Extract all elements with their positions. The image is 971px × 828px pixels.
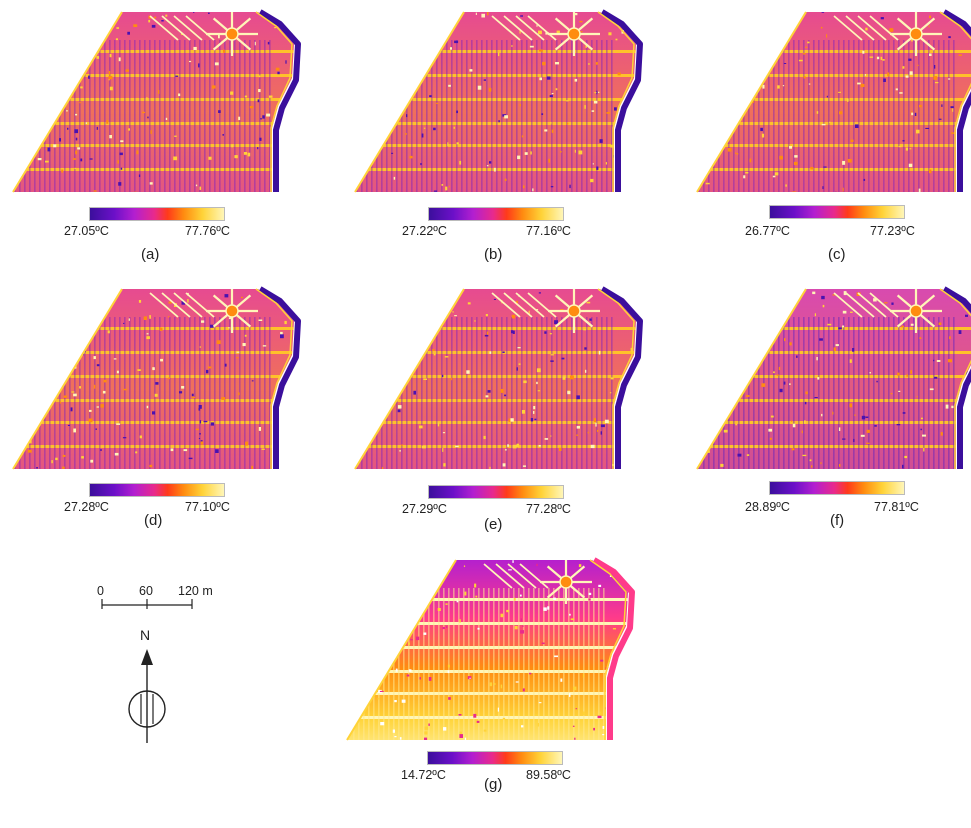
thermal-map-c — [694, 10, 971, 210]
colorbar-max-c: 77.23ºC — [870, 224, 915, 238]
colorbar-g — [427, 751, 563, 765]
panel-label-c: (c) — [828, 246, 846, 263]
thermal-map-g — [344, 558, 644, 758]
map-panel-a — [10, 10, 310, 280]
colorbar-min-e: 27.29ºC — [402, 502, 447, 516]
map-panel-b — [352, 10, 652, 280]
colorbar-max-f: 77.81ºC — [874, 500, 919, 514]
colorbar-min-c: 26.77ºC — [745, 224, 790, 238]
scale-tick-120: 120 m — [178, 584, 213, 598]
colorbar-min-f: 28.89ºC — [745, 500, 790, 514]
north-letter: N — [140, 627, 150, 643]
colorbar-f — [769, 481, 905, 495]
map-panel-c — [694, 10, 971, 280]
thermal-map-f — [694, 287, 971, 487]
colorbar-min-d: 27.28ºC — [64, 500, 109, 514]
colorbar-min-b: 27.22ºC — [402, 224, 447, 238]
colorbar-c — [769, 205, 905, 219]
colorbar-max-a: 77.76ºC — [185, 224, 230, 238]
panel-label-d: (d) — [144, 512, 162, 529]
thermal-map-b — [352, 10, 652, 210]
scale-tick-60: 60 — [139, 584, 153, 598]
colorbar-max-e: 77.28ºC — [526, 502, 571, 516]
panel-label-g: (g) — [484, 776, 502, 793]
colorbar-max-g: 89.58ºC — [526, 768, 571, 782]
colorbar-d — [89, 483, 225, 497]
thermal-map-e — [352, 287, 652, 487]
scale-bar — [98, 597, 198, 611]
panel-label-e: (e) — [484, 516, 502, 533]
colorbar-e — [428, 485, 564, 499]
panel-label-b: (b) — [484, 246, 502, 263]
thermal-map-a — [10, 10, 310, 210]
thermal-map-d — [10, 287, 310, 487]
colorbar-max-d: 77.10ºC — [185, 500, 230, 514]
colorbar-max-b: 77.16ºC — [526, 224, 571, 238]
colorbar-a — [89, 207, 225, 221]
panel-label-a: (a) — [141, 246, 159, 263]
colorbar-min-a: 27.05ºC — [64, 224, 109, 238]
colorbar-min-g: 14.72ºC — [401, 768, 446, 782]
colorbar-b — [428, 207, 564, 221]
scale-tick-0: 0 — [97, 584, 104, 598]
panel-label-f: (f) — [830, 512, 844, 529]
north-arrow-icon — [117, 643, 177, 753]
